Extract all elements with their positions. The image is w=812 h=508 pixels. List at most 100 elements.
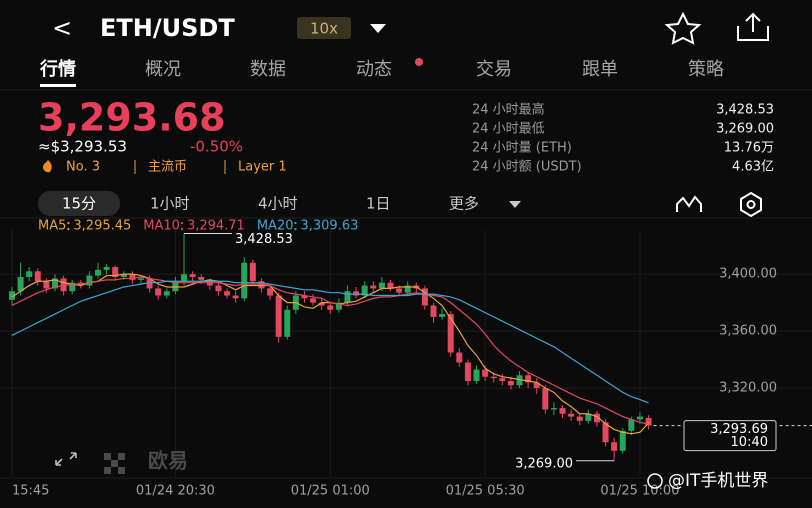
candle-body (215, 285, 222, 292)
leverage-badge[interactable] (297, 17, 351, 39)
candle-body (129, 274, 136, 280)
tab-underline (40, 84, 76, 87)
candle-body (198, 277, 205, 280)
tab[interactable]: 交易 (476, 59, 512, 80)
stat-value: 3,269.00 (716, 122, 774, 137)
interval[interactable]: 4小时 (258, 195, 298, 213)
candle-body (533, 382, 540, 389)
legend-name: MA5 (38, 219, 66, 234)
candle-body (378, 282, 385, 289)
tab[interactable]: 动态 (356, 59, 392, 80)
legend-colon (294, 221, 297, 225)
moving-average (11, 280, 649, 404)
candle-body (344, 291, 351, 303)
candle-body (490, 376, 497, 379)
candle-body (138, 278, 145, 280)
leverage[interactable]: 10x (310, 20, 338, 38)
logo-text: 欧易 (148, 449, 188, 473)
indicator-icon[interactable] (676, 195, 702, 212)
candle-body (189, 274, 196, 278)
candle-body (456, 352, 463, 363)
candle-body (619, 430, 626, 451)
favorite-icon[interactable] (664, 11, 702, 45)
candle-body (181, 274, 188, 282)
share-icon[interactable] (737, 12, 769, 41)
candle-body (542, 388, 549, 410)
candle-body (112, 267, 119, 278)
notification-dot (415, 58, 423, 66)
stat-label: 24 小时最高 (472, 102, 545, 118)
candle-body (232, 295, 239, 299)
candle-body (224, 291, 231, 296)
x-tick-label: 01/25 05:30 (446, 484, 525, 499)
interval-pill[interactable] (38, 191, 120, 216)
tab[interactable]: 策略 (688, 59, 724, 80)
logo-mark (104, 453, 125, 474)
candle-body (258, 281, 265, 289)
interval[interactable]: 1日 (366, 195, 391, 213)
stat-label: 24 小时最低 (472, 122, 545, 137)
candle-body (387, 282, 394, 289)
candle-body (95, 269, 102, 276)
symbol: ETH/USDT (100, 14, 235, 42)
interval[interactable]: 1小时 (150, 195, 190, 213)
candle-body (172, 281, 179, 292)
y-tick-label: 3,400.00 (719, 267, 777, 282)
legend-colon (67, 221, 70, 225)
stat-label: 24 小时量 (ETH) (472, 141, 572, 156)
candle-body (585, 413, 592, 421)
price-change: -0.50% (190, 138, 243, 156)
legend-name: MA10 (143, 219, 180, 234)
tag: Layer 1 (238, 160, 287, 175)
usd-price: ≈$3,293.53 (38, 138, 127, 156)
interval[interactable]: 更多 (449, 195, 479, 213)
more-arrow[interactable] (509, 201, 521, 208)
tab[interactable]: 概况 (145, 59, 181, 80)
legend-name: MA20 (257, 219, 294, 234)
candle-body (301, 295, 308, 299)
candlestick-chart: 15:45 01/24 20:30 01/25 01:00 01/25 05:30 01… (0, 219, 812, 499)
candle-body (120, 274, 127, 278)
back-button[interactable]: < (52, 14, 72, 42)
credit-icon (647, 473, 663, 489)
x-tick-label: 01/24 20:30 (136, 484, 215, 499)
candle-body (602, 422, 609, 443)
candle-body (628, 419, 635, 431)
candle-body (439, 314, 446, 317)
candle-body (576, 416, 583, 421)
interval[interactable]: 15分 (62, 195, 96, 213)
tab[interactable]: 跟单 (582, 59, 618, 80)
candle-body (636, 416, 643, 420)
candle-body (645, 418, 652, 426)
candle-body (103, 267, 110, 270)
stat-value: 13.76万 (724, 141, 774, 156)
expand-icon[interactable] (55, 452, 77, 466)
legend-colon (180, 227, 184, 231)
countdown: 10:40 (731, 435, 768, 450)
tab[interactable]: 数据 (250, 59, 286, 80)
candle-body (60, 278, 67, 292)
candle-body (284, 309, 291, 337)
low-label: 3,269.00 (515, 456, 573, 471)
candle-body (51, 278, 58, 289)
y-tick-label: 3,320.00 (719, 381, 777, 396)
credit: @IT手机世界 (668, 471, 768, 491)
candle-body (43, 281, 50, 289)
candle-body (464, 362, 471, 381)
candle-body (353, 291, 360, 296)
settings-icon-center[interactable] (746, 200, 756, 209)
candle-body (275, 295, 282, 337)
tag: 主流币 (148, 160, 187, 175)
settings-icon[interactable] (740, 191, 762, 218)
candle-body (34, 271, 41, 282)
candle-body (69, 282, 76, 292)
price-tag (683, 420, 777, 452)
candle-body (559, 408, 566, 414)
last-price: 3,293.68 (38, 96, 226, 140)
tab[interactable]: 行情 (39, 58, 76, 80)
dropdown-arrow[interactable] (370, 24, 386, 33)
candle-body (593, 413, 600, 423)
candle-body (327, 305, 334, 310)
candle-body (17, 277, 24, 292)
